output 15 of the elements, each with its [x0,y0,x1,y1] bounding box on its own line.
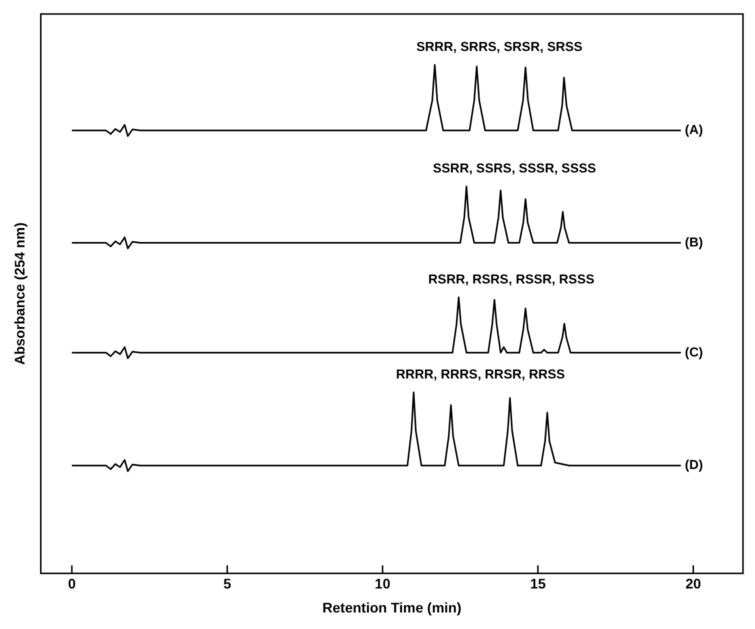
annotation: RSRR, RSRS, RSSR, RSSS [428,271,595,286]
y-axis-title: Absorbance (254 nm) [11,222,28,365]
annotation: RRRR, RRRS, RRSR, RRSS [396,366,566,382]
series-label: (B) [684,234,703,250]
x-tick-label: 20 [686,576,702,592]
x-tick-label: 5 [223,576,232,592]
series-label: (C) [684,344,703,360]
text: SRRR, SRRS, SRSR, SRSS [416,38,583,54]
series-label: (D) [684,457,703,472]
x-tick-label: 15 [530,576,546,592]
annotation: SSRR, SSRS, SSSR, SSSS [432,160,596,176]
series-label: (A) [684,122,703,138]
x-axis-title: Retention Time (min) [322,599,462,616]
x-tick-label: 0 [68,576,76,592]
x-tick-label: 10 [374,576,391,592]
